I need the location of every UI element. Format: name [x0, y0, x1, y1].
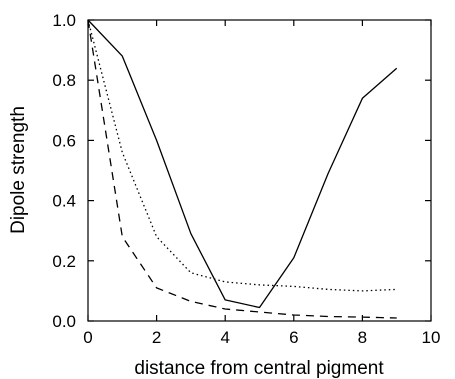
series-lines — [87, 19, 398, 319]
y-tick-label: 0.0 — [52, 312, 76, 331]
x-tick-label: 10 — [422, 328, 441, 347]
series-line-solid — [87, 19, 398, 309]
x-tick-label: 8 — [358, 328, 367, 347]
series-line-dashed — [87, 19, 397, 319]
x-tick-label: 6 — [289, 328, 298, 347]
x-tick-label: 0 — [83, 328, 92, 347]
x-tick-label: 2 — [152, 328, 161, 347]
y-axis-label: Dipole strength — [8, 106, 29, 234]
x-axis-label: distance from central pigment — [134, 358, 384, 379]
x-tick-label: 4 — [220, 328, 229, 347]
y-tick-label: 0.6 — [52, 131, 76, 150]
tick-marks — [87, 19, 432, 322]
y-tick-label: 0.2 — [52, 252, 76, 271]
plot-frame — [87, 19, 432, 322]
y-tick-label: 1.0 — [52, 11, 76, 30]
y-tick-label: 0.8 — [52, 71, 76, 90]
y-tick-label: 0.4 — [52, 192, 76, 211]
series-line-dotted — [87, 19, 397, 292]
tick-labels: 0 2 4 6 8 10 0.0 0.2 0.4 0.6 0.8 1.0 — [52, 11, 440, 347]
